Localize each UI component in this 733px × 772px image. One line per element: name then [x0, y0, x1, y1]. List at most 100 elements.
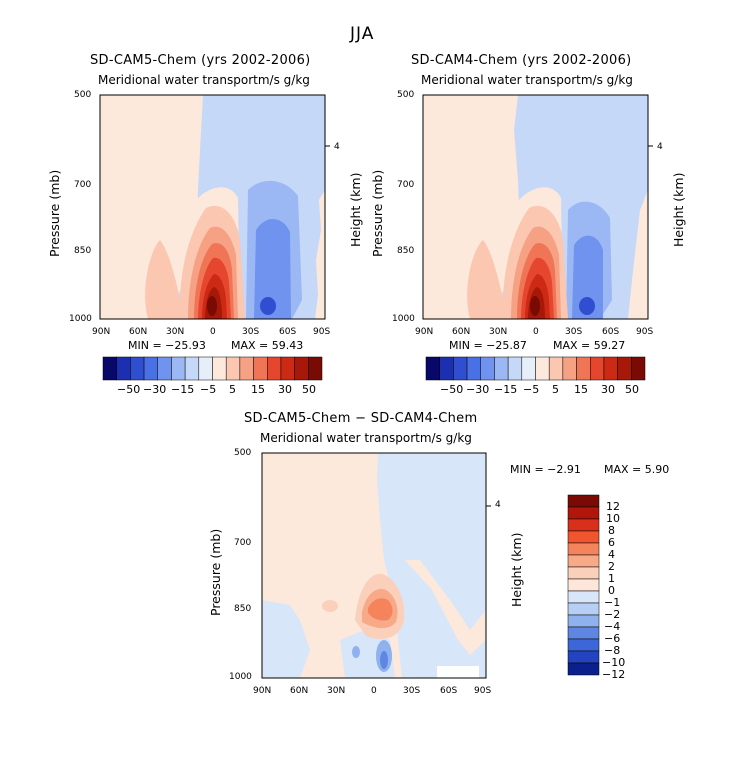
panel3-cb-label: −8	[604, 644, 621, 657]
colorbar-swatch	[590, 356, 605, 381]
panel2-cb-label: 15	[574, 383, 588, 396]
colorbar-swatch	[294, 356, 309, 381]
panel3-colorbar	[567, 494, 600, 676]
panel1-xtick-30n: 30N	[166, 327, 185, 337]
panel3-max: MAX = 5.90	[604, 463, 670, 476]
panel3-cb-label: 0	[608, 584, 615, 597]
colorbar-swatch	[494, 356, 509, 381]
colorbar-swatch	[567, 530, 600, 544]
panel2-cb-label: 30	[601, 383, 615, 396]
panel2-ytick-1000: 1000	[392, 314, 415, 324]
panel2-xtick-60s: 60S	[602, 327, 620, 337]
panel2-xtick-30n: 30N	[489, 327, 508, 337]
panel3-ytick-1000: 1000	[229, 672, 252, 682]
panel3-ytick-500: 500	[234, 448, 252, 458]
panel1-contour-pos1	[145, 240, 182, 319]
panel1-y2tick-4: 4	[334, 142, 340, 152]
colorbar-swatch	[567, 518, 600, 532]
panel3-xtick-30s: 30S	[403, 686, 421, 696]
colorbar-swatch	[535, 356, 550, 381]
panel3-cb-label: −4	[604, 620, 621, 633]
panel2-cb-label: −5	[523, 383, 540, 396]
colorbar-swatch	[466, 356, 481, 381]
colorbar-swatch	[425, 356, 440, 381]
panel3-title: SD-CAM5-Chem − SD-CAM4-Chem	[244, 411, 478, 426]
panel2-colorbar	[425, 356, 646, 381]
panel3-cb-label: −6	[604, 632, 621, 645]
panel3-frame	[261, 452, 487, 679]
colorbar-swatch	[567, 614, 600, 628]
panel1-xtick-60n: 60N	[129, 327, 148, 337]
panel3-y2tick-4: 4	[495, 500, 501, 510]
colorbar-swatch	[130, 356, 145, 381]
panel1-field	[100, 95, 325, 319]
panel2-contour-pos8	[530, 296, 540, 316]
panel1-cb-label: −5	[200, 383, 217, 396]
colorbar-swatch	[267, 356, 282, 381]
panel2-min: MIN = −25.87	[449, 339, 527, 352]
panel1-cb-label: 5	[229, 383, 236, 396]
panel3-min: MIN = −2.91	[510, 463, 581, 476]
panel2-ytick-850: 850	[397, 246, 415, 256]
panel1-xtick-30s: 30S	[242, 327, 260, 337]
panel1-ytick-500: 500	[74, 90, 92, 100]
panel1-cb-label: 50	[302, 383, 316, 396]
panel3-xtick-90n: 90N	[253, 686, 272, 696]
panel2-cb-label: −15	[494, 383, 518, 396]
colorbar-swatch	[521, 356, 536, 381]
colorbar-swatch	[453, 356, 468, 381]
colorbar-swatch	[567, 650, 600, 664]
panel3-missing-data	[437, 666, 479, 678]
panel2-contour-pos1	[467, 240, 505, 319]
colorbar-swatch	[439, 356, 454, 381]
panel1-ytick-700: 700	[74, 180, 92, 190]
panel3-contour-neg4	[352, 646, 360, 658]
colorbar-swatch	[567, 494, 600, 508]
colorbar-swatch	[567, 638, 600, 652]
panel3-plot	[261, 452, 491, 679]
panel1-ytick-850: 850	[74, 246, 92, 256]
panel1-xtick-90n: 90N	[92, 327, 111, 337]
panel3-cb-label: −12	[602, 668, 626, 681]
panel2-ytick-700: 700	[397, 180, 415, 190]
panel3-cb-label: 6	[608, 536, 615, 549]
panel1-cb-label: −30	[143, 383, 167, 396]
panel1-contour-pos8	[207, 296, 217, 316]
panel1-max: MAX = 59.43	[231, 339, 304, 352]
colorbar-swatch	[631, 356, 646, 381]
colorbar-swatch	[567, 506, 600, 520]
panel1-cb-label: 15	[251, 383, 265, 396]
panel2-title: SD-CAM4-Chem (yrs 2002-2006)	[411, 53, 632, 68]
colorbar-swatch	[280, 356, 295, 381]
panel1-ytick-1000: 1000	[69, 314, 92, 324]
panel3-xtick-90s: 90S	[474, 686, 492, 696]
colorbar-swatch	[567, 590, 600, 604]
panel1-plot	[99, 94, 330, 320]
panel1-xtick-0: 0	[210, 327, 216, 337]
colorbar-swatch	[171, 356, 186, 381]
colorbar-swatch	[157, 356, 172, 381]
panel2-frame	[422, 94, 649, 320]
colorbar-swatch	[225, 356, 241, 381]
panel2-subtitle: Meridional water transportm/s g/kg	[421, 73, 633, 87]
panel3-field	[262, 453, 486, 678]
panel3-xtick-0: 0	[371, 686, 377, 696]
colorbar-swatch	[239, 356, 254, 381]
panel2-field	[423, 95, 648, 319]
panel3-ytick-850: 850	[234, 604, 252, 614]
colorbar-swatch	[567, 602, 600, 616]
panel1-contour-neg4	[260, 297, 276, 315]
panel1-cb-label: −50	[117, 383, 141, 396]
colorbar-swatch	[480, 356, 495, 381]
panel1-subtitle: Meridional water transportm/s g/kg	[98, 73, 310, 87]
colorbar-swatch	[308, 356, 323, 381]
panel3-cb-label: 8	[608, 524, 615, 537]
panel3-cb-label: 1	[608, 572, 615, 585]
panel3-xtick-60n: 60N	[290, 686, 309, 696]
panel1-colorbar	[102, 356, 323, 381]
colorbar-swatch	[548, 356, 564, 381]
panel2-contour-neg3	[572, 235, 603, 319]
colorbar-swatch	[562, 356, 577, 381]
panel2-max: MAX = 59.27	[553, 339, 626, 352]
